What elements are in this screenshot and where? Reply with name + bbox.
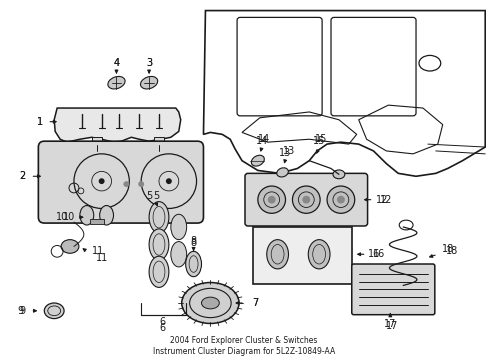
Text: 3: 3 [146, 58, 152, 68]
Text: 1: 1 [37, 117, 43, 127]
Text: 6: 6 [160, 318, 165, 328]
Text: 5: 5 [153, 191, 159, 201]
Text: 18: 18 [445, 246, 457, 256]
Text: 16: 16 [367, 249, 380, 259]
Ellipse shape [61, 240, 79, 253]
Text: 8: 8 [190, 238, 196, 248]
Ellipse shape [266, 240, 288, 269]
Ellipse shape [292, 186, 320, 213]
Text: 1: 1 [37, 117, 43, 127]
Ellipse shape [100, 206, 113, 225]
Text: 18: 18 [441, 244, 453, 255]
Ellipse shape [326, 186, 354, 213]
Text: 2004 Ford Explorer Cluster & Switches
Instrument Cluster Diagram for 5L2Z-10849-: 2004 Ford Explorer Cluster & Switches In… [153, 336, 334, 356]
Ellipse shape [149, 256, 168, 287]
Ellipse shape [251, 155, 264, 166]
Ellipse shape [149, 229, 168, 260]
FancyBboxPatch shape [351, 264, 434, 315]
Text: 11: 11 [91, 246, 103, 256]
Ellipse shape [44, 303, 64, 319]
Text: 6: 6 [160, 323, 165, 333]
Text: 13: 13 [279, 148, 291, 158]
Ellipse shape [108, 76, 125, 89]
Circle shape [302, 196, 309, 203]
Ellipse shape [140, 76, 157, 89]
Text: 12: 12 [380, 195, 392, 205]
Text: 9: 9 [20, 306, 25, 316]
Circle shape [336, 196, 344, 203]
Ellipse shape [276, 168, 288, 177]
Ellipse shape [185, 251, 201, 277]
Text: 11: 11 [95, 253, 107, 263]
Text: 10: 10 [63, 212, 75, 222]
Text: 4: 4 [113, 58, 119, 68]
FancyBboxPatch shape [244, 174, 367, 226]
Circle shape [123, 181, 129, 187]
Text: 13: 13 [283, 146, 295, 156]
Text: 15: 15 [312, 136, 325, 146]
Text: 12: 12 [375, 195, 388, 205]
Text: 8: 8 [190, 235, 196, 246]
Ellipse shape [170, 242, 186, 267]
Ellipse shape [149, 202, 168, 233]
Ellipse shape [257, 186, 285, 213]
Ellipse shape [307, 240, 329, 269]
Ellipse shape [201, 297, 219, 309]
Circle shape [267, 196, 275, 203]
Text: 14: 14 [257, 134, 269, 144]
Circle shape [99, 178, 104, 184]
Text: 14: 14 [255, 136, 267, 146]
Text: 17: 17 [386, 321, 398, 332]
Text: 7: 7 [251, 298, 258, 308]
Text: 2: 2 [20, 171, 26, 181]
FancyBboxPatch shape [38, 141, 203, 223]
Ellipse shape [80, 206, 94, 225]
Text: 15: 15 [314, 134, 326, 144]
Text: 2: 2 [20, 171, 26, 181]
Text: 16: 16 [372, 249, 384, 259]
Ellipse shape [170, 214, 186, 240]
Text: 5: 5 [146, 191, 152, 201]
Ellipse shape [182, 283, 239, 324]
Text: 3: 3 [146, 58, 152, 68]
Ellipse shape [332, 170, 344, 179]
Bar [90, 219, 103, 224]
Bar [252, 227, 351, 284]
Bar [92, 137, 102, 145]
Text: 10: 10 [56, 212, 68, 222]
Bar [154, 137, 163, 145]
Polygon shape [54, 108, 181, 142]
Text: 4: 4 [113, 58, 119, 68]
Text: 7: 7 [251, 298, 258, 308]
Text: 17: 17 [384, 319, 396, 329]
Text: 9: 9 [18, 306, 23, 316]
Circle shape [138, 181, 144, 187]
Circle shape [165, 178, 171, 184]
